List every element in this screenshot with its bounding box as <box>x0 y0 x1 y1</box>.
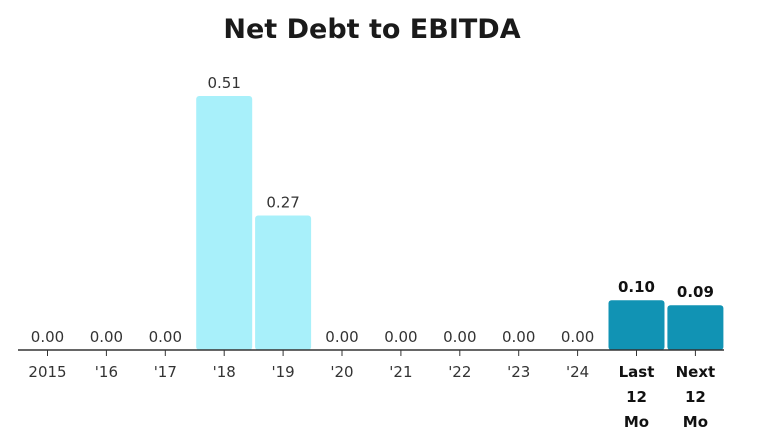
x-tick-label: '24 <box>566 363 589 381</box>
x-tick-label: '18 <box>213 363 236 381</box>
data-label: 0.00 <box>149 328 182 346</box>
data-label: 0.10 <box>618 278 655 296</box>
data-label: 0.00 <box>443 328 476 346</box>
data-label: 0.09 <box>677 283 714 301</box>
data-label: 0.00 <box>31 328 64 346</box>
x-tick-label-line: Next <box>676 363 716 381</box>
x-tick-label: '22 <box>448 363 471 381</box>
chart-title: Net Debt to EBITDA <box>223 14 521 45</box>
data-label: 0.27 <box>266 194 299 212</box>
x-tick-label: Last 12 Mo <box>619 363 655 431</box>
x-tick-label-line: 2015 <box>28 363 66 381</box>
data-label: 0.00 <box>90 328 123 346</box>
bar <box>196 96 253 350</box>
x-tick-label-line: Mo <box>683 413 708 431</box>
x-tick-label-line: '18 <box>213 363 236 381</box>
x-tick-label: '17 <box>154 363 177 381</box>
x-tick-label: '23 <box>507 363 530 381</box>
bar <box>255 215 312 350</box>
data-label: 0.51 <box>207 74 240 92</box>
x-tick-label-line: Last <box>619 363 655 381</box>
x-tick-label-line: '19 <box>271 363 294 381</box>
x-tick-label-line: '24 <box>566 363 589 381</box>
x-tick-label: '19 <box>271 363 294 381</box>
x-tick-label: 2015 <box>28 363 66 381</box>
bar <box>667 305 724 350</box>
x-tick-label-line: '16 <box>95 363 118 381</box>
data-label: 0.00 <box>502 328 535 346</box>
x-tick-label: '20 <box>330 363 353 381</box>
data-label: 0.00 <box>325 328 358 346</box>
x-tick-label-line: '17 <box>154 363 177 381</box>
x-tick-label-line: Mo <box>624 413 649 431</box>
x-tick-label-line: '21 <box>389 363 412 381</box>
data-label: 0.00 <box>561 328 594 346</box>
x-tick-label: '21 <box>389 363 412 381</box>
x-tick-label-line: '22 <box>448 363 471 381</box>
bar <box>608 300 665 350</box>
x-tick-label-line: 12 <box>685 388 706 406</box>
x-tick-label-line: '20 <box>330 363 353 381</box>
x-tick-label-line: '23 <box>507 363 530 381</box>
data-label: 0.00 <box>384 328 417 346</box>
x-tick-label: Next 12 Mo <box>676 363 716 431</box>
x-tick-label-line: 12 <box>626 388 647 406</box>
x-tick-label: '16 <box>95 363 118 381</box>
